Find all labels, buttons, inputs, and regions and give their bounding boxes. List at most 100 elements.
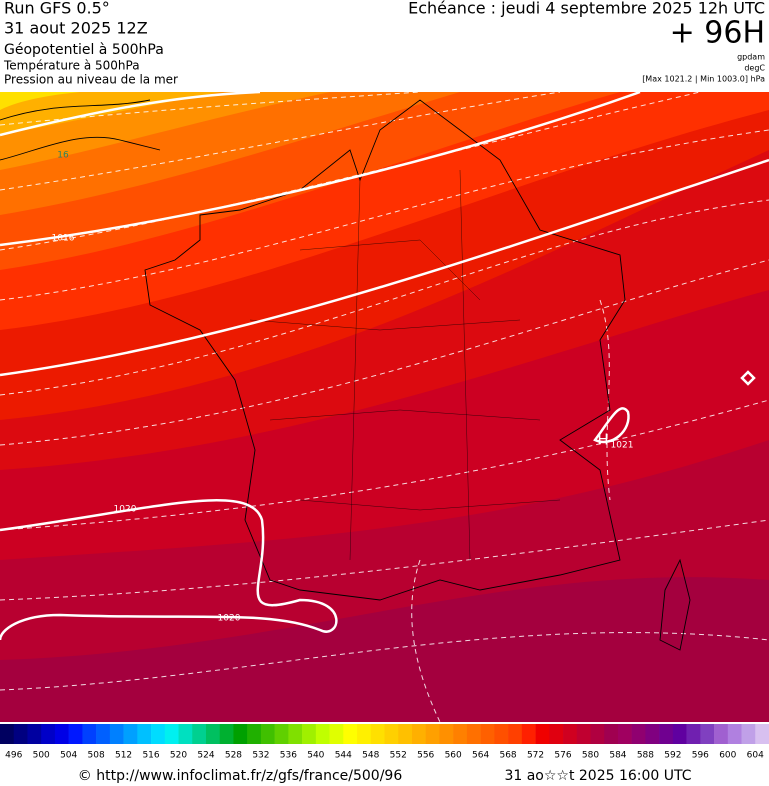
scale-cell — [727, 724, 742, 744]
footer-url: © http://www.infoclimat.fr/z/gfs/france/… — [78, 768, 403, 784]
isobars — [0, 92, 769, 641]
scale-label: 540 — [307, 751, 324, 761]
scale-label: 516 — [142, 751, 159, 761]
isobar-label: 1021 — [611, 441, 634, 451]
scale-label: 556 — [417, 751, 434, 761]
scale-label: 560 — [445, 751, 462, 761]
scale-label: 552 — [390, 751, 407, 761]
scale-label: 508 — [88, 751, 105, 761]
scale-cell — [27, 724, 42, 744]
scale-label: 532 — [252, 751, 269, 761]
scale-label: 504 — [60, 751, 77, 761]
scale-label: 568 — [499, 751, 516, 761]
scale-cell — [315, 724, 330, 744]
scale-cell — [439, 724, 454, 744]
scale-cell — [205, 724, 221, 744]
scale-cell — [411, 724, 426, 744]
scale-cell — [521, 724, 536, 744]
coastline — [0, 99, 161, 161]
scale-cell — [755, 724, 769, 744]
scale-cell — [68, 724, 83, 744]
scale-cell — [453, 724, 468, 744]
scale-cell — [645, 724, 660, 744]
scale-label: 544 — [335, 751, 352, 761]
borders — [249, 169, 561, 561]
scale-cell — [82, 724, 97, 744]
scale-label: 564 — [472, 751, 489, 761]
scale-cell — [425, 724, 440, 744]
scale-cell — [590, 724, 605, 744]
pressure-range: [Max 1021.2 | Min 1003.0] hPa — [642, 75, 765, 84]
scale-label: 604 — [747, 751, 764, 761]
scale-label: 524 — [197, 751, 214, 761]
scale-cell — [137, 724, 152, 744]
scale-cell — [508, 724, 523, 744]
scale-cell — [384, 724, 399, 744]
scale-cell — [192, 724, 207, 744]
scale-label: 548 — [362, 751, 379, 761]
scale-cell — [659, 724, 674, 744]
unit: gpdam — [737, 53, 765, 62]
band — [0, 92, 80, 110]
scale-cell — [343, 724, 358, 744]
lead-time: + 96H — [670, 16, 765, 51]
scale-cell — [233, 724, 248, 744]
scale-cell — [714, 724, 729, 744]
unit: degC — [744, 64, 765, 73]
scale-cell — [549, 724, 564, 744]
scale-cell — [247, 724, 262, 744]
scale-label: 576 — [554, 751, 571, 761]
scale-cell — [164, 724, 179, 744]
scale-cell — [288, 724, 303, 744]
scale-cell — [357, 724, 372, 744]
scale-cell — [151, 724, 166, 744]
scale-cell — [576, 724, 591, 744]
scale-cell — [329, 724, 344, 744]
scale-cell — [631, 724, 646, 744]
header-line: Run GFS 0.5° — [4, 0, 110, 18]
scale-cell — [109, 724, 124, 744]
corsica — [659, 558, 691, 651]
scale-cell — [466, 724, 481, 744]
footer-timestamp: 31 ao☆☆t 2025 16:00 UTC — [504, 768, 691, 784]
scale-cell — [0, 724, 15, 744]
scale-label: 600 — [719, 751, 736, 761]
header-line: 31 aout 2025 12Z — [4, 19, 148, 38]
scale-cell — [398, 724, 413, 744]
scale-label: 520 — [170, 751, 187, 761]
scale-label: 536 — [280, 751, 297, 761]
dashed-isolines — [0, 92, 769, 722]
scale-cell — [178, 724, 193, 744]
scale-cell — [96, 724, 111, 744]
scale-cell — [563, 724, 578, 744]
scale-cell — [741, 724, 756, 744]
isobar-label: 1020 — [114, 505, 137, 515]
scale-cell — [617, 724, 632, 744]
scale-label: 496 — [5, 751, 22, 761]
scale-cell — [260, 724, 275, 744]
scale-cell — [54, 724, 69, 744]
scale-cell — [535, 724, 550, 744]
scale-label: 592 — [664, 751, 681, 761]
scale-cell — [41, 724, 56, 744]
scale-label: 528 — [225, 751, 242, 761]
scale-label: 596 — [692, 751, 709, 761]
isotherm-label: 16 — [57, 151, 69, 161]
scale-cell — [604, 724, 619, 744]
header-line: Pression au niveau de la mer — [4, 73, 178, 87]
scale-cell — [494, 724, 509, 744]
scale-cell — [480, 724, 495, 744]
header-line: Géopotentiel à 500hPa — [4, 42, 164, 58]
scale-label: 572 — [527, 751, 544, 761]
scale-label: 500 — [33, 751, 50, 761]
band — [0, 92, 220, 135]
scale-label: 584 — [609, 751, 626, 761]
scale-label: 512 — [115, 751, 132, 761]
scale-label: 588 — [637, 751, 654, 761]
scale-cell — [370, 724, 385, 744]
scale-cell — [686, 724, 701, 744]
scale-cell — [13, 724, 28, 744]
color-scale: 496 500 504 508 512 516 520 524 528 532 536 540 544 5… — [0, 724, 769, 761]
